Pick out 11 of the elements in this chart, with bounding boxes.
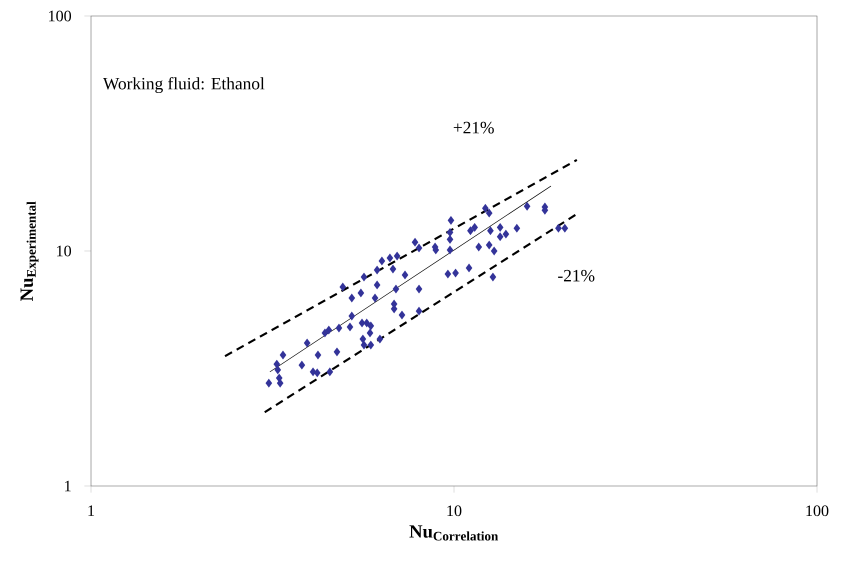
annotation: Working fluid: Ethanol bbox=[102, 77, 264, 94]
y-tick-label: 1 bbox=[65, 480, 71, 492]
x-tick-label: 1 bbox=[88, 505, 94, 516]
annotation: +21% bbox=[454, 122, 494, 134]
x-tick-label: 10 bbox=[447, 505, 462, 516]
y-tick-label: 100 bbox=[49, 10, 72, 22]
x-axis-title: $\mathbf{Nu}_{\mathbf{Correlation}}$ bbox=[409, 525, 498, 541]
x-tick-label: 100 bbox=[806, 505, 828, 516]
annotation: -21% bbox=[558, 270, 594, 282]
y-axis-title: $\mathbf{Nu}_{\mathbf{Experimental}}$ bbox=[20, 202, 38, 302]
y-tick-label: 10 bbox=[57, 246, 72, 256]
